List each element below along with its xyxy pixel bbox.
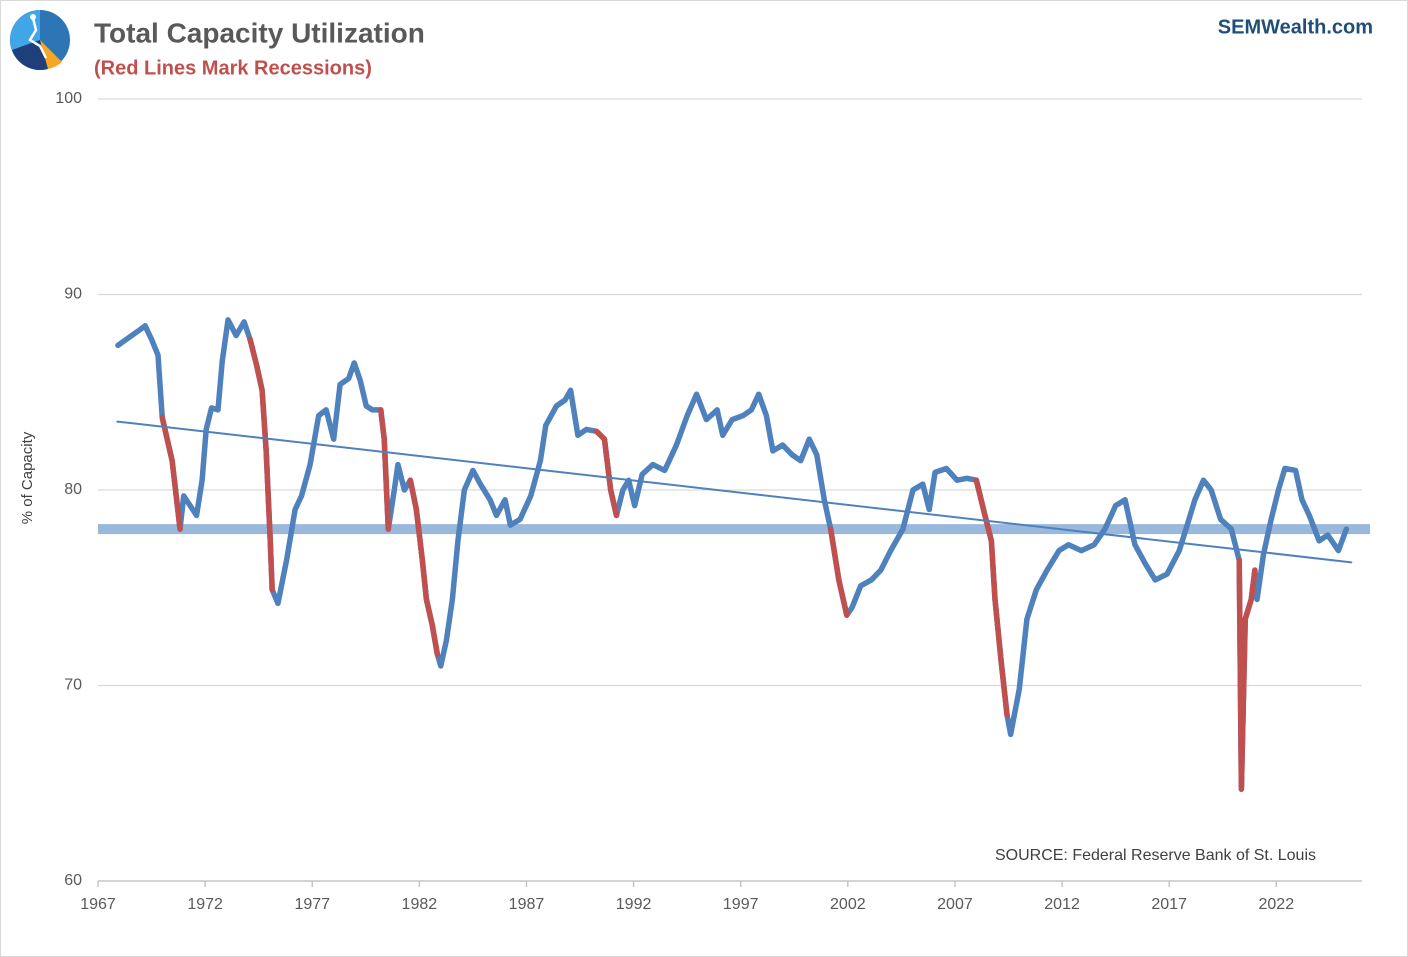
recession-line (378, 407, 392, 532)
series-line (115, 317, 1350, 792)
recession-line (1236, 557, 1258, 792)
x-tick-label: 2007 (937, 896, 973, 913)
plot-area (98, 317, 1370, 792)
logo-figure (30, 14, 36, 20)
y-tick-label: 70 (64, 677, 82, 694)
recession-line (247, 336, 275, 593)
recession-line (827, 526, 850, 618)
logo-wedge (12, 40, 48, 71)
chart-subtitle: (Red Lines Mark Recessions) (94, 57, 372, 79)
recession-line (159, 414, 183, 532)
x-tick-label: 1987 (509, 896, 545, 913)
y-tick-label: 100 (55, 90, 82, 107)
x-tick-label: 1992 (616, 896, 652, 913)
brand: SEMWealth.com (1218, 16, 1373, 38)
grid: 60 70 80 90 100 1967 1972 1977 1982 1987 1992 1997 2… (55, 90, 1362, 913)
x-tick-label: 2002 (830, 896, 866, 913)
x-tick-label: 2022 (1259, 896, 1295, 913)
x-tick-label: 1977 (294, 896, 330, 913)
x-tick-label: 1967 (80, 896, 116, 913)
source-note: SOURCE: Federal Reserve Bank of St. Loui… (995, 847, 1316, 864)
recession-line (407, 477, 441, 657)
x-tick-label: 1972 (187, 896, 223, 913)
y-tick-label: 90 (64, 286, 82, 303)
logo-wedge (40, 40, 62, 69)
logo (10, 10, 70, 71)
y-tick-label: 60 (64, 872, 82, 889)
x-tick-label: 1997 (723, 896, 759, 913)
x-tick-label: 1982 (402, 896, 438, 913)
x-tick-label: 2012 (1044, 896, 1080, 913)
logo-figure (28, 17, 48, 59)
recession-line (973, 477, 1010, 718)
trend-line (116, 420, 1353, 564)
y-axis-title: % of Capacity (19, 431, 36, 524)
x-tick-label: 2017 (1151, 896, 1187, 913)
recession-line (593, 428, 620, 519)
y-tick-label: 80 (64, 481, 82, 498)
reference-band (98, 524, 1370, 535)
chart-title: Total Capacity Utilization (94, 17, 425, 48)
